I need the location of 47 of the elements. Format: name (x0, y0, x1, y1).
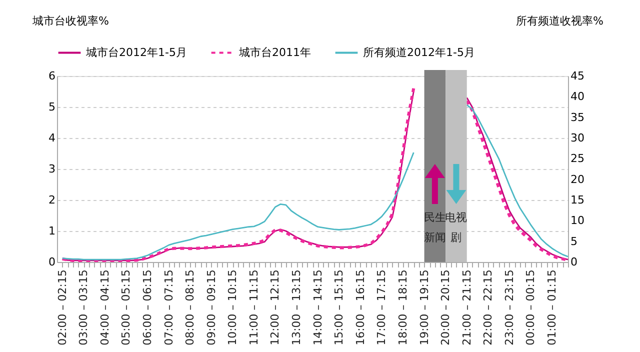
y2-tick-label: 5 (570, 234, 578, 248)
x-tick-label: 03:00 – 03:15 (77, 270, 90, 346)
y-tick-label: 5 (48, 100, 56, 114)
x-tick-label: 15:00 – 15:15 (332, 270, 346, 346)
x-tick-label: 18:00 – 18:15 (396, 270, 410, 346)
x-tick-label: 14:00 – 14:15 (311, 270, 324, 346)
x-tick-label: 02:00 – 02:15 (56, 270, 69, 346)
y2-tick-label: 0 (570, 256, 578, 268)
y2-tick-label: 10 (570, 214, 584, 228)
x-tick-label: 10:00 – 10:15 (226, 270, 240, 346)
x-tick-label: 01:00 – 01:15 (546, 270, 559, 346)
y2-tick-label: 45 (570, 70, 584, 82)
y2-tick-label: 35 (570, 110, 584, 124)
y2-tick-label: 20 (570, 172, 584, 186)
y-tick-label: 3 (48, 162, 56, 176)
band-label: 电视剧 (445, 211, 468, 244)
y-tick-label: 1 (48, 224, 56, 238)
x-tick-label: 07:00 – 07:15 (162, 270, 176, 346)
y-tick-label: 0 (48, 256, 56, 268)
y2-axis-title: 所有频道收视率% (516, 14, 604, 28)
x-tick-label: 08:00 – 08:15 (184, 270, 197, 346)
x-tick-label: 23:00 – 23:15 (502, 270, 516, 346)
y2-tick-label: 25 (570, 152, 584, 166)
x-tick-label: 09:00 – 09:15 (204, 270, 218, 346)
y2-tick-label: 40 (570, 90, 584, 104)
x-tick-label: 19:00 – 19:15 (418, 270, 431, 346)
x-tick-label: 06:00 – 06:15 (140, 270, 154, 346)
x-tick-label: 22:00 – 22:15 (482, 270, 495, 346)
y2-tick-label: 15 (570, 194, 584, 206)
x-tick-label: 12:00 – 12:15 (268, 270, 282, 346)
y-tick-label: 2 (48, 194, 56, 206)
y-tick-label: 4 (48, 132, 56, 144)
x-tick-label: 11:00 – 11:15 (247, 270, 260, 346)
x-tick-label: 21:00 – 21:15 (460, 270, 474, 346)
x-tick-label: 13:00 – 13:15 (290, 270, 304, 346)
legend-label: 城市台2011年 (238, 46, 311, 59)
x-tick-label: 04:00 – 04:15 (98, 270, 112, 346)
legend-label: 城市台2012年1-5月 (85, 46, 187, 59)
x-tick-label: 17:00 – 17:15 (375, 270, 388, 346)
x-tick-label: 16:00 – 16:15 (354, 270, 367, 346)
legend-label: 所有频道2012年1-5月 (363, 46, 475, 59)
x-tick-label: 00:00 – 00:15 (524, 270, 538, 346)
x-tick-label: 05:00 – 05:15 (120, 270, 133, 346)
y2-tick-label: 30 (570, 132, 584, 144)
y-axis-title: 城市台收视率% (32, 14, 109, 28)
y-tick-label: 6 (48, 70, 56, 82)
x-tick-label: 20:00 – 20:15 (439, 270, 452, 346)
